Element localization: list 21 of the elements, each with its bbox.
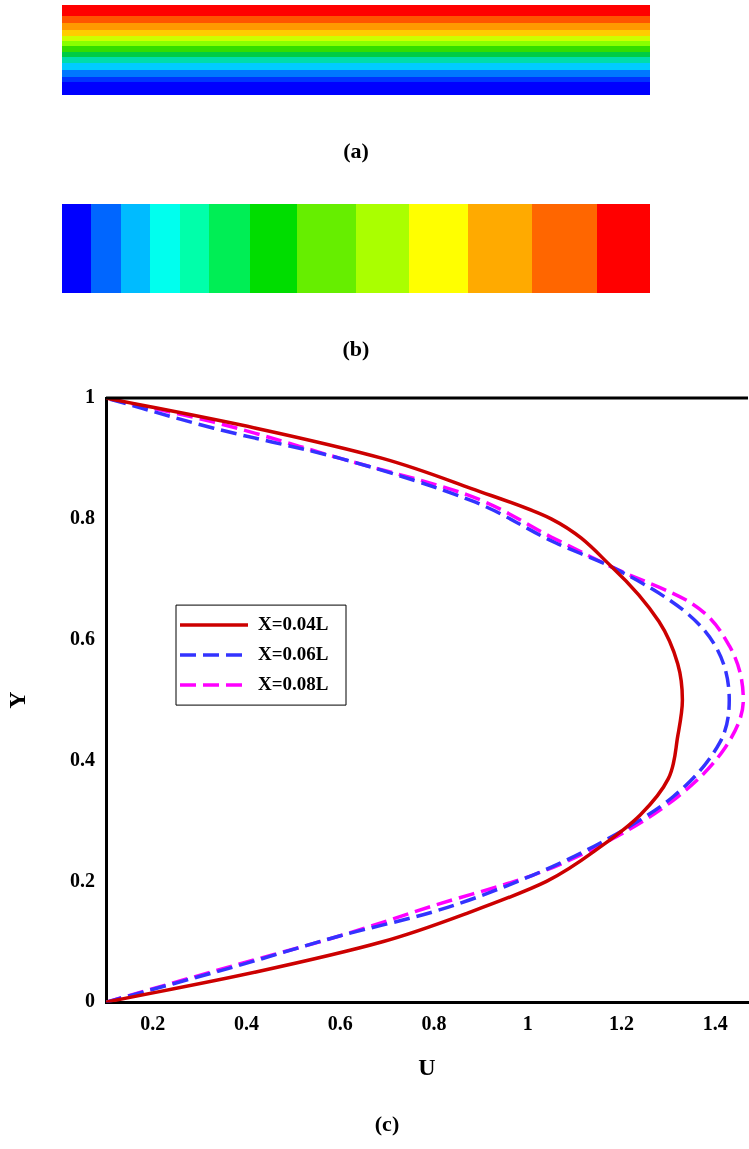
y-tick-label: 0 xyxy=(85,989,95,1012)
legend-label: X=0.04L xyxy=(258,613,329,635)
y-tick-label: 0.4 xyxy=(70,747,95,770)
x-tick-label: 0.2 xyxy=(140,1012,166,1035)
y-tick-label: 0.2 xyxy=(70,868,95,891)
x-tick-label: 0.6 xyxy=(327,1012,353,1035)
x-tick-label: 0.4 xyxy=(234,1012,260,1035)
y-tick-label: 1 xyxy=(85,385,95,408)
x-axis-title: U xyxy=(418,1053,436,1080)
text: (a) xyxy=(342,138,370,164)
text: (b) xyxy=(341,336,371,362)
y-tick-label: 0.8 xyxy=(70,506,95,529)
x-tick-label: 1.4 xyxy=(702,1012,728,1035)
x-tick-label: 1.2 xyxy=(608,1012,634,1035)
y-axis-title: Y xyxy=(3,691,30,709)
x-tick-label: 0.8 xyxy=(421,1012,447,1035)
x-tick-label: 1 xyxy=(522,1012,533,1035)
legend-label: X=0.06L xyxy=(258,643,329,665)
text: (c) xyxy=(374,1110,400,1136)
y-tick-label: 0.6 xyxy=(70,626,95,649)
legend-label: X=0.08L xyxy=(258,673,329,695)
